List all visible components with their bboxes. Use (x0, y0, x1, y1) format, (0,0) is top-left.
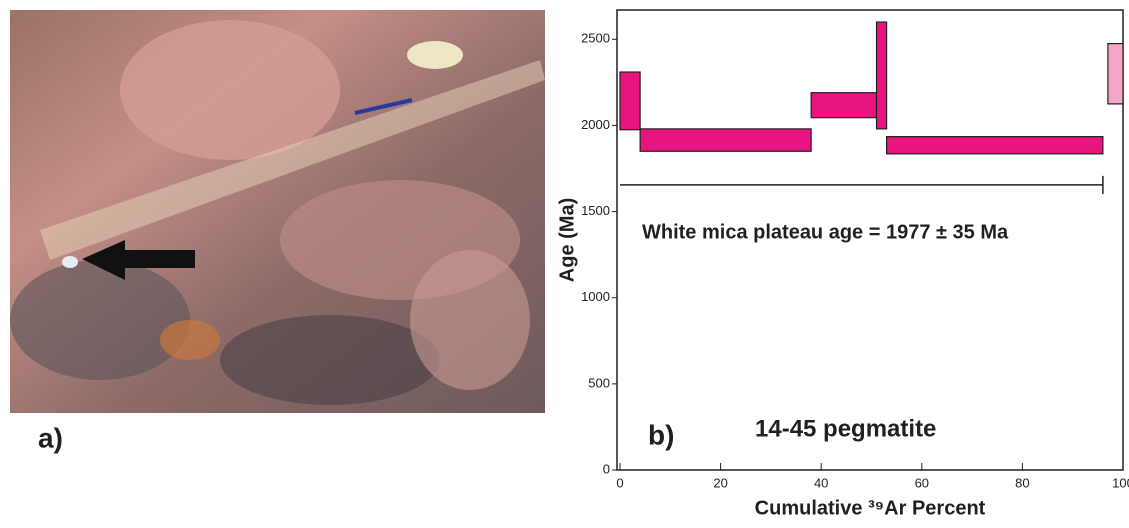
step (640, 129, 811, 151)
x-tick-label: 100 (1112, 475, 1129, 490)
panel-label: b) (648, 419, 674, 450)
mica (62, 256, 78, 268)
panel-label: a) (38, 422, 63, 453)
rock-patch (160, 320, 220, 360)
rock-patch (120, 20, 340, 160)
y-tick-label: 2500 (581, 31, 610, 46)
y-tick-label: 0 (603, 461, 610, 476)
y-tick-label: 2000 (581, 117, 610, 132)
vein (407, 41, 463, 69)
rock-patch (410, 250, 530, 390)
step (620, 72, 640, 130)
y-tick-label: 1000 (581, 289, 610, 304)
x-tick-label: 0 (616, 475, 623, 490)
step (887, 137, 1103, 154)
x-tick-label: 20 (713, 475, 727, 490)
y-tick-label: 500 (588, 375, 610, 390)
annotation: White mica plateau age = 1977 ± 35 Ma (642, 221, 1009, 243)
figure: a) 0 500 1000 1500 2000 2500 0 20 40 60 80 100 White… (0, 0, 1129, 523)
x-tick-label: 80 (1015, 475, 1029, 490)
y-tick-label: 1500 (581, 203, 610, 218)
y-axis-label: Age (Ma) (556, 198, 578, 282)
photo (10, 10, 545, 413)
x-axis-label: Cumulative ³⁹Ar Percent (755, 497, 986, 519)
rock-patch (10, 260, 190, 380)
sample-label: 14-45 pegmatite (755, 415, 936, 442)
step (877, 22, 887, 129)
rock-patch (220, 315, 440, 405)
x-tick-label: 40 (814, 475, 828, 490)
x-tick-label: 60 (915, 475, 929, 490)
step (811, 93, 876, 118)
step (1108, 44, 1123, 104)
